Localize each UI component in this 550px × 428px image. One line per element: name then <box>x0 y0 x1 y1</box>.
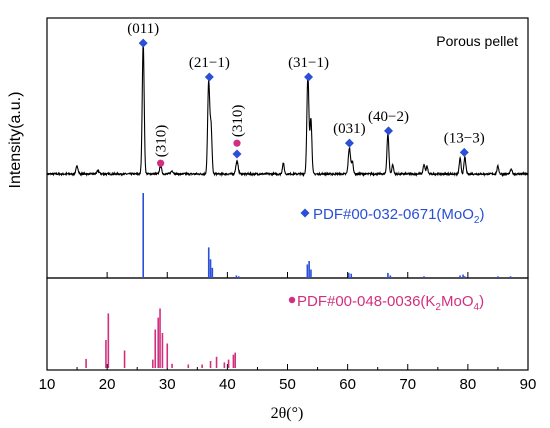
moo2-legend-label: PDF#00-032-0671(MoO2) <box>313 206 484 226</box>
measured-pattern-line <box>46 42 529 178</box>
peak-label: (31−1) <box>288 55 329 71</box>
peak-label: (031) <box>333 121 366 137</box>
peak-label: (21−1) <box>189 55 230 71</box>
moo2-legend-marker <box>300 208 310 218</box>
moo2-peak-marker <box>459 147 469 157</box>
moo2-peak-marker <box>304 72 314 82</box>
moo2-peak-marker <box>138 38 148 48</box>
peak-label-vertical: (310) <box>154 125 170 158</box>
lower-panel-frame <box>46 277 529 371</box>
x-tick-label: 90 <box>520 376 537 393</box>
k2moo4-peak-marker <box>233 139 241 147</box>
panel-label-measured: Porous pellet <box>436 33 518 49</box>
peak-label: (13−3) <box>444 130 485 146</box>
x-tick-label: 20 <box>99 376 116 393</box>
moo2-peak-marker <box>204 72 214 82</box>
peak-label-vertical: (310) <box>230 105 246 138</box>
k2moo4-legend-label: PDF#00-048-0036(K2MoO4) <box>297 293 484 313</box>
x-tick-label: 40 <box>219 376 236 393</box>
x-tick-label: 80 <box>460 376 477 393</box>
k2moo4-peak-marker <box>157 159 165 167</box>
peak-label: (011) <box>127 21 159 37</box>
x-axis-label: 2θ(°) <box>271 405 304 422</box>
x-tick-label: 10 <box>39 376 56 393</box>
moo2-peak-marker <box>232 149 242 159</box>
x-tick-label: 50 <box>279 376 296 393</box>
moo2-peak-marker <box>384 126 394 136</box>
x-tick-label: 60 <box>339 376 356 393</box>
x-tick-label: 70 <box>399 376 416 393</box>
y-axis-label: Intensity(a.u.) <box>7 92 24 189</box>
k2moo4-legend-marker <box>288 296 296 304</box>
x-tick-label: 30 <box>159 376 176 393</box>
moo2-peak-marker <box>344 138 354 148</box>
peak-label: (40−2) <box>368 109 409 125</box>
